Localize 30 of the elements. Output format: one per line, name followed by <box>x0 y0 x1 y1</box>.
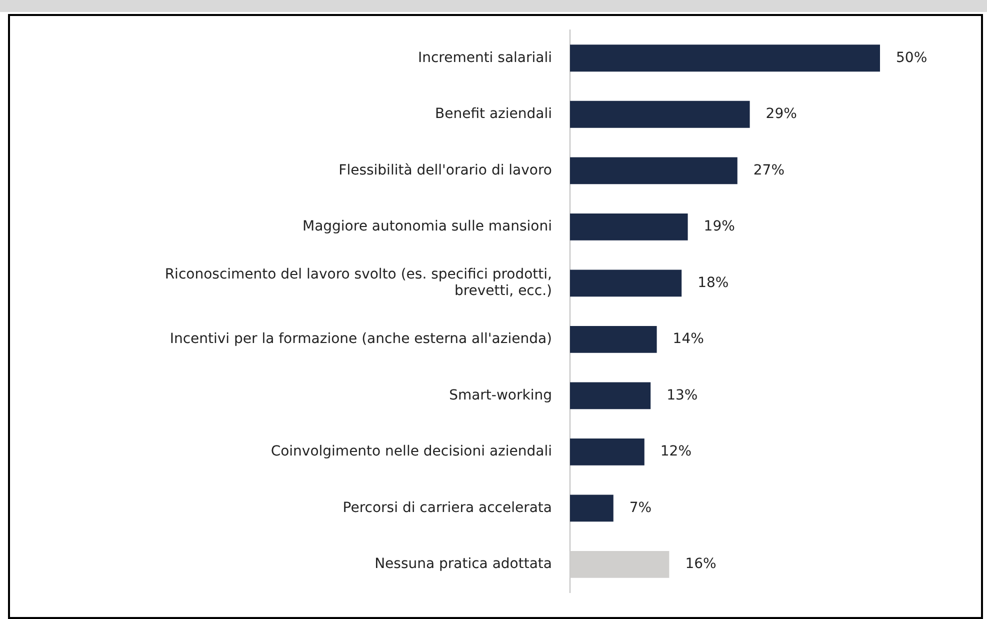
y-tick-label: Riconoscimento del lavoro svolto (es. specifici prodotti, brevetti, ecc.) <box>164 266 552 300</box>
data-label: 14% <box>672 331 704 348</box>
bar <box>570 551 670 578</box>
y-tick-label: Benefit aziendali <box>434 106 552 122</box>
bar <box>570 326 657 353</box>
y-tick-label: Flessibilità dell'orario di lavoro <box>338 162 552 178</box>
y-tick-label: Percorsi di carriera accelerata <box>342 500 552 516</box>
data-label: 7% <box>629 500 652 516</box>
y-tick-label: Nessuna pratica adottata <box>374 556 552 572</box>
bar <box>570 44 880 72</box>
data-label: 50% <box>896 50 928 66</box>
bar <box>570 494 614 522</box>
y-tick-label: Smart-working <box>449 387 552 404</box>
data-label: 19% <box>704 218 735 235</box>
data-label: 29% <box>766 106 797 122</box>
bar <box>570 157 738 184</box>
data-label: 18% <box>698 274 729 291</box>
bar <box>570 382 651 410</box>
bar <box>570 270 682 297</box>
y-tick-label: Maggiore autonomia sulle mansioni <box>302 218 552 235</box>
data-label: 13% <box>666 387 698 404</box>
bar <box>570 438 644 466</box>
y-tick-label: Incentivi per la formazione (anche esterna all'azienda) <box>170 331 552 348</box>
bar <box>570 213 688 240</box>
data-label: 12% <box>660 444 692 460</box>
bar <box>570 100 750 128</box>
y-tick-label: Coinvolgimento nelle decisioni aziendali <box>270 444 552 460</box>
data-label: 16% <box>685 556 716 572</box>
y-tick-label: Incrementi salariali <box>418 50 552 66</box>
data-label: 27% <box>753 162 785 178</box>
